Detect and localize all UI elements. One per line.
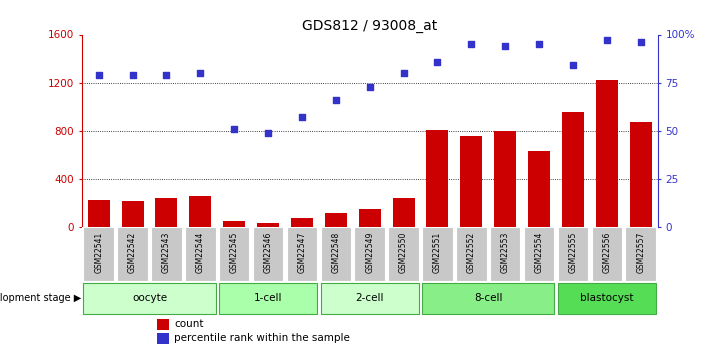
Bar xyxy=(490,227,520,282)
Text: GSM22543: GSM22543 xyxy=(162,232,171,273)
Bar xyxy=(325,213,347,227)
Bar xyxy=(557,283,656,314)
Text: 8-cell: 8-cell xyxy=(474,293,503,303)
Text: GSM22542: GSM22542 xyxy=(128,232,137,273)
Bar xyxy=(223,221,245,227)
Text: GSM22552: GSM22552 xyxy=(467,232,476,273)
Bar xyxy=(219,227,250,282)
Text: 2-cell: 2-cell xyxy=(356,293,384,303)
Point xyxy=(93,72,105,78)
Point xyxy=(635,39,646,45)
Bar xyxy=(392,198,415,227)
Text: GSM22548: GSM22548 xyxy=(331,232,341,273)
Point xyxy=(466,41,477,47)
Text: GSM22557: GSM22557 xyxy=(636,232,646,273)
Bar xyxy=(257,223,279,227)
Text: GSM22556: GSM22556 xyxy=(602,232,611,273)
Text: GSM22541: GSM22541 xyxy=(94,232,103,273)
Bar xyxy=(355,227,385,282)
Bar xyxy=(626,227,656,282)
Point xyxy=(296,115,308,120)
Bar xyxy=(630,122,652,227)
Bar xyxy=(460,136,482,227)
Text: count: count xyxy=(174,319,203,329)
Bar xyxy=(596,80,618,227)
Bar xyxy=(117,227,148,282)
Bar xyxy=(528,151,550,227)
Bar xyxy=(321,283,419,314)
Text: development stage ▶: development stage ▶ xyxy=(0,293,81,303)
Point xyxy=(330,97,341,103)
Bar xyxy=(524,227,555,282)
Bar xyxy=(422,283,555,314)
Bar xyxy=(494,131,516,227)
Point xyxy=(432,59,443,64)
Point xyxy=(533,41,545,47)
Point xyxy=(567,62,579,68)
Bar xyxy=(156,319,169,330)
Bar xyxy=(189,196,211,227)
Bar xyxy=(156,198,178,227)
Bar xyxy=(122,201,144,227)
Bar xyxy=(592,227,622,282)
Text: GSM22550: GSM22550 xyxy=(399,232,408,273)
Bar xyxy=(557,227,588,282)
Text: oocyte: oocyte xyxy=(132,293,167,303)
Text: GSM22546: GSM22546 xyxy=(264,232,272,273)
Bar xyxy=(87,200,109,227)
Point xyxy=(195,70,206,76)
Text: GSM22554: GSM22554 xyxy=(535,232,544,273)
Bar xyxy=(359,209,380,227)
Bar xyxy=(83,227,114,282)
Text: GSM22545: GSM22545 xyxy=(230,232,239,273)
Title: GDS812 / 93008_at: GDS812 / 93008_at xyxy=(302,19,437,33)
Point xyxy=(127,72,138,78)
Bar xyxy=(321,227,351,282)
Bar xyxy=(219,283,317,314)
Text: GSM22547: GSM22547 xyxy=(297,232,306,273)
Bar xyxy=(151,227,182,282)
Text: blastocyst: blastocyst xyxy=(580,293,634,303)
Bar xyxy=(291,218,313,227)
Bar xyxy=(287,227,317,282)
Bar xyxy=(83,283,215,314)
Bar xyxy=(253,227,283,282)
Point xyxy=(262,130,274,136)
Bar xyxy=(388,227,419,282)
Text: GSM22549: GSM22549 xyxy=(365,232,374,273)
Bar xyxy=(562,112,584,227)
Point xyxy=(161,72,172,78)
Bar xyxy=(185,227,215,282)
Text: percentile rank within the sample: percentile rank within the sample xyxy=(174,333,350,343)
Bar xyxy=(422,227,453,282)
Text: GSM22544: GSM22544 xyxy=(196,232,205,273)
Bar xyxy=(427,130,449,227)
Text: GSM22555: GSM22555 xyxy=(569,232,577,273)
Text: GSM22553: GSM22553 xyxy=(501,232,510,273)
Point xyxy=(364,84,375,89)
Point xyxy=(228,126,240,132)
Point xyxy=(602,38,613,43)
Point xyxy=(398,70,410,76)
Bar xyxy=(456,227,486,282)
Bar xyxy=(156,333,169,344)
Text: GSM22551: GSM22551 xyxy=(433,232,442,273)
Text: 1-cell: 1-cell xyxy=(254,293,282,303)
Point xyxy=(500,43,511,49)
